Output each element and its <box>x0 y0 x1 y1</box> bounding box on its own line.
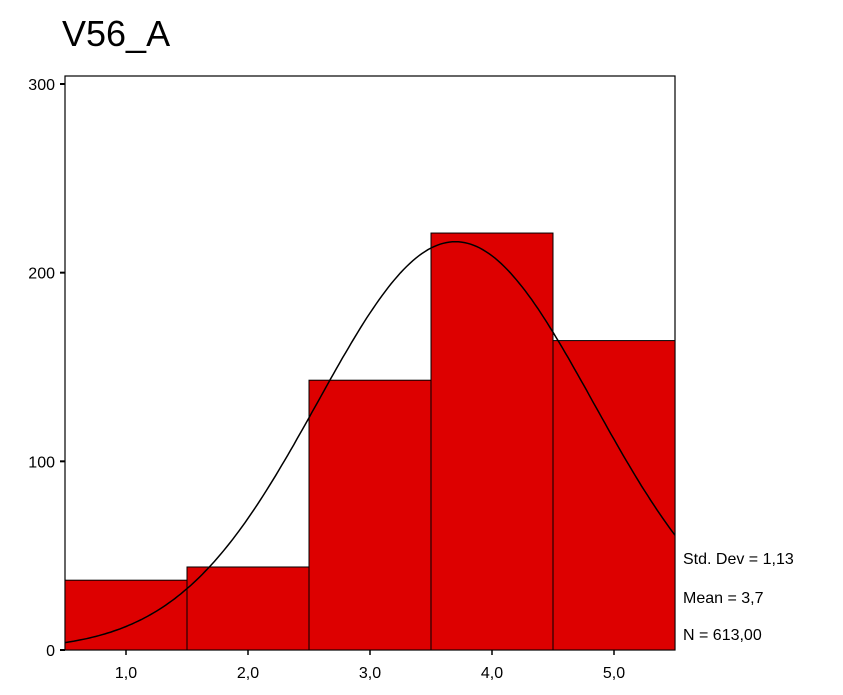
x-tick-label: 2,0 <box>237 665 259 682</box>
x-axis: 1,0 2,0 3,0 4,0 5,0 <box>115 650 625 682</box>
y-tick-label: 200 <box>28 266 55 283</box>
histogram-bar <box>552 340 676 651</box>
histogram-bar <box>186 566 310 651</box>
histogram-bar <box>430 232 554 651</box>
x-tick-label: 3,0 <box>359 665 381 682</box>
y-tick-label: 100 <box>28 454 55 471</box>
x-tick-label: 4,0 <box>481 665 503 682</box>
chart-title: V56_A <box>62 13 170 54</box>
x-tick-label: 1,0 <box>115 665 137 682</box>
x-tick-label: 5,0 <box>603 665 625 682</box>
bars-group <box>64 232 676 651</box>
histogram-bar <box>308 379 432 651</box>
n-label: N = 613,00 <box>683 627 762 644</box>
y-axis: 0 100 200 300 <box>28 77 65 660</box>
y-tick-label: 0 <box>46 643 55 660</box>
mean-label: Mean = 3,7 <box>683 590 764 607</box>
std-dev-label: Std. Dev = 1,13 <box>683 551 794 568</box>
y-tick-label: 300 <box>28 77 55 94</box>
normal-curve <box>64 240 676 644</box>
